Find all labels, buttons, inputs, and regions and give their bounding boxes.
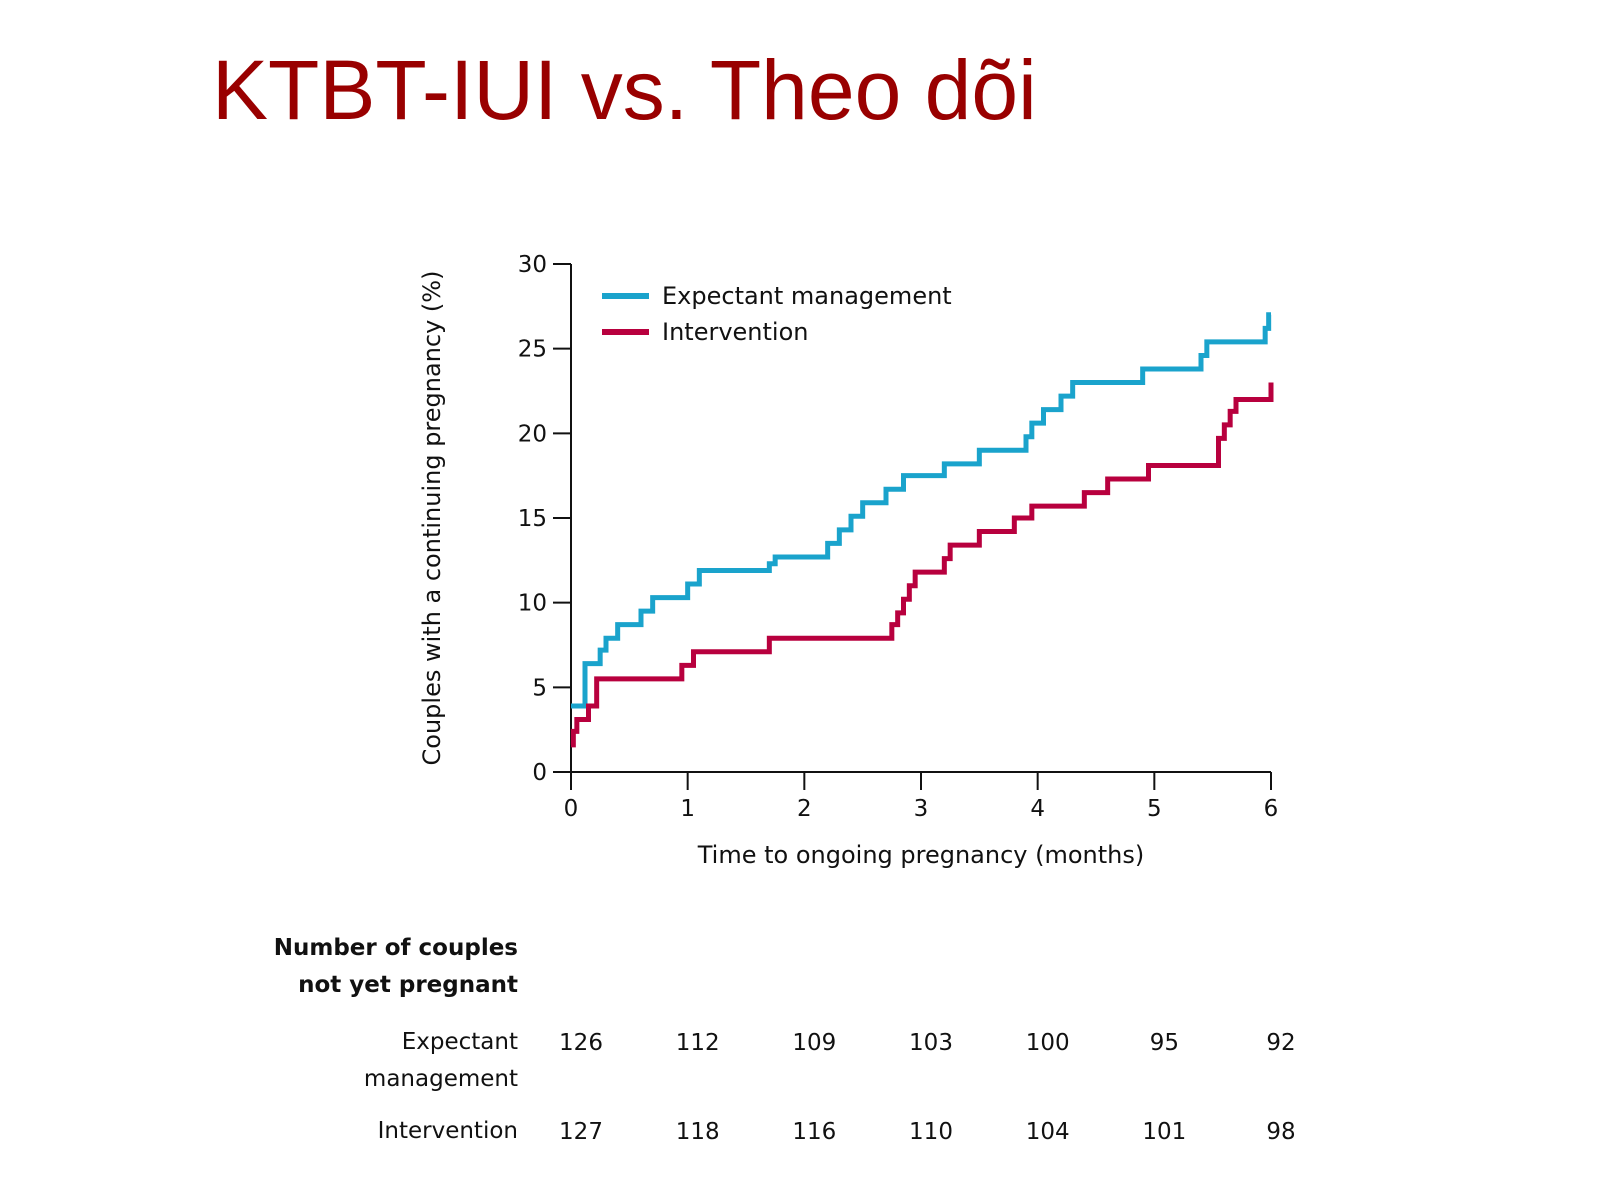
risk-value: 101 <box>1142 1119 1187 1145</box>
risk-value: 100 <box>1025 1030 1070 1056</box>
x-tick-label: 0 <box>564 796 579 822</box>
risk-value: 92 <box>1266 1030 1296 1056</box>
y-tick-label: 25 <box>518 337 547 363</box>
risk-value: 95 <box>1149 1030 1179 1056</box>
y-tick-label: 15 <box>518 506 547 532</box>
risk-value: 104 <box>1025 1119 1070 1145</box>
slide-title: KTBT-IUI vs. Theo dõi <box>212 43 1037 137</box>
risk-value: 118 <box>675 1119 720 1145</box>
ticks: 0 5 10 15 20 25 30 0 1 2 3 4 5 6 <box>518 252 1279 822</box>
legend: Expectant management Intervention <box>602 282 952 346</box>
risk-row-label-intervention: Intervention <box>240 1113 518 1150</box>
y-tick-label: 30 <box>518 252 547 278</box>
risk-value: 127 <box>559 1119 603 1145</box>
risk-row-label-line: management <box>363 1066 518 1092</box>
y-tick-label: 20 <box>518 421 547 447</box>
risk-value: 110 <box>909 1119 953 1145</box>
risk-row-label-expectant: Expectant management <box>240 1024 518 1098</box>
series-line-expectant-management <box>571 312 1272 709</box>
km-chart: 0 5 10 15 20 25 30 0 1 2 3 4 5 6 Expectant management… <box>418 252 1279 869</box>
series-line-intervention <box>570 382 1274 748</box>
risk-value: 126 <box>559 1030 603 1056</box>
x-tick-label: 4 <box>1030 796 1045 822</box>
risk-value: 109 <box>792 1030 837 1056</box>
legend-label-intervention: Intervention <box>662 318 808 346</box>
risk-value: 116 <box>792 1119 837 1145</box>
risk-row-label-line: Intervention <box>377 1118 518 1144</box>
x-axis-label: Time to ongoing pregnancy (months) <box>697 841 1145 869</box>
risk-value: 112 <box>675 1030 720 1056</box>
x-tick-label: 2 <box>797 796 812 822</box>
legend-label-expectant-management: Expectant management <box>662 282 952 310</box>
y-tick-label: 0 <box>532 760 547 786</box>
y-tick-label: 10 <box>518 591 547 617</box>
x-tick-label: 5 <box>1147 796 1162 822</box>
x-tick-label: 6 <box>1264 796 1279 822</box>
risk-row-label-line: Expectant <box>401 1029 518 1055</box>
risk-table-heading-line: not yet pregnant <box>298 972 518 998</box>
risk-table-heading: Number of couples not yet pregnant <box>240 930 518 1004</box>
y-axis-label: Couples with a continuing pregnancy (%) <box>418 271 446 766</box>
risk-table-heading-line: Number of couples <box>273 935 518 961</box>
x-tick-label: 3 <box>914 796 929 822</box>
risk-value: 98 <box>1266 1119 1296 1145</box>
risk-value: 103 <box>909 1030 953 1056</box>
series-layer <box>570 312 1274 748</box>
y-tick-label: 5 <box>532 675 547 701</box>
x-tick-label: 1 <box>680 796 695 822</box>
